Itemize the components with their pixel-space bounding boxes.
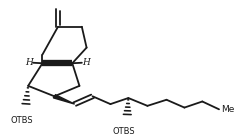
Text: H: H bbox=[82, 58, 90, 67]
Polygon shape bbox=[53, 95, 75, 104]
Text: H: H bbox=[25, 58, 33, 67]
Text: OTBS: OTBS bbox=[11, 116, 34, 125]
Text: OTBS: OTBS bbox=[112, 127, 135, 136]
Text: Me: Me bbox=[221, 105, 234, 114]
